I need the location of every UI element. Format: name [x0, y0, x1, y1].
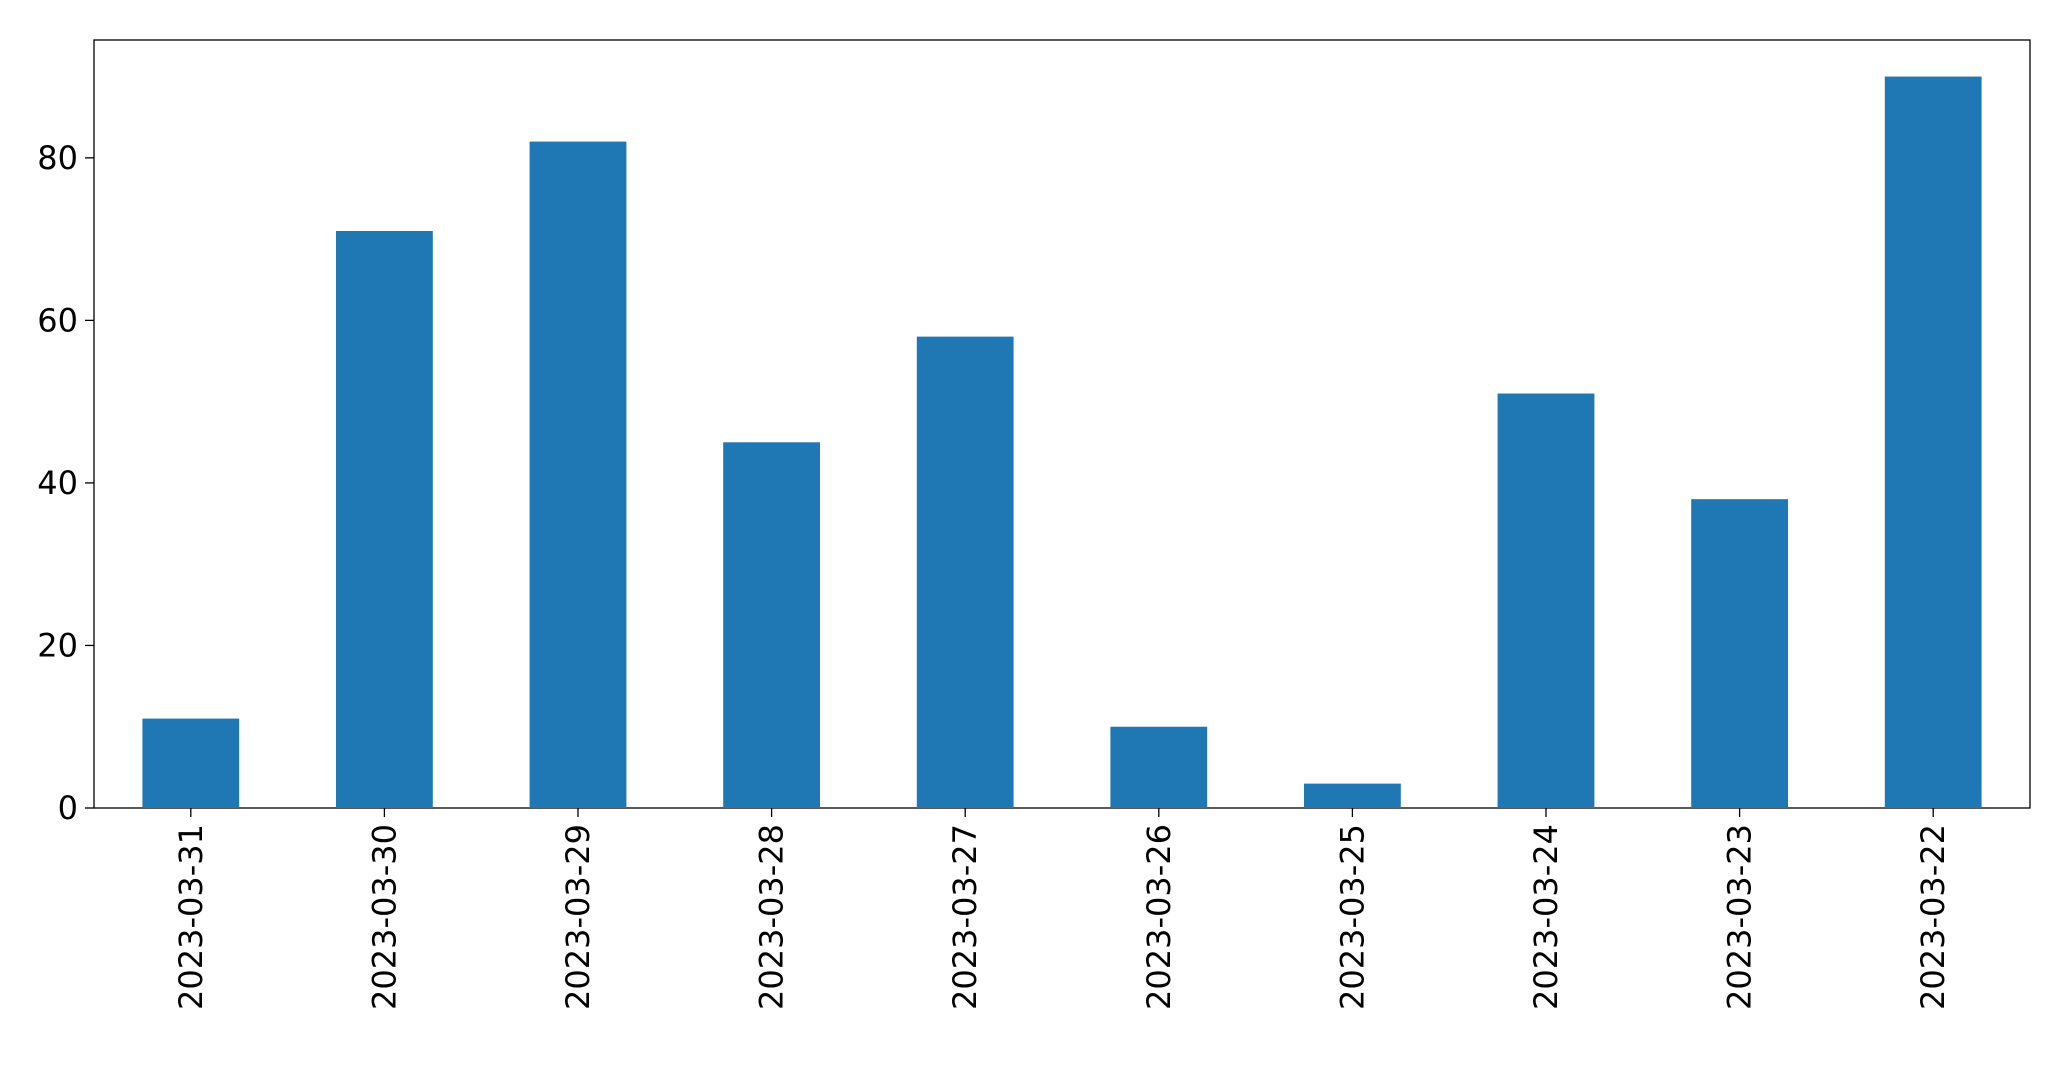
x-tick-label: 2023-03-29	[559, 824, 597, 1010]
bar	[1497, 393, 1595, 808]
x-tick-label: 2023-03-25	[1333, 824, 1371, 1010]
y-tick-label: 60	[37, 301, 78, 339]
y-tick-label: 0	[58, 789, 78, 827]
bar	[1691, 499, 1788, 808]
bar	[142, 718, 240, 808]
y-tick-label: 40	[37, 464, 78, 502]
x-tick-label: 2023-03-23	[1721, 824, 1759, 1010]
bar	[723, 442, 820, 808]
x-tick-label: 2023-03-24	[1527, 824, 1565, 1010]
x-tick-label: 2023-03-26	[1140, 824, 1178, 1010]
x-tick-label: 2023-03-31	[172, 824, 210, 1010]
x-tick-label: 2023-03-22	[1914, 824, 1952, 1010]
bar	[1884, 76, 1982, 809]
x-tick-label: 2023-03-27	[946, 824, 984, 1010]
x-tick-label: 2023-03-28	[753, 824, 791, 1010]
bar	[336, 230, 433, 808]
x-tick-label: 2023-03-30	[365, 824, 403, 1010]
bar	[1110, 726, 1208, 808]
bar	[529, 141, 627, 809]
y-tick-label: 80	[37, 139, 78, 177]
y-tick-label: 20	[37, 626, 78, 664]
bar	[1304, 783, 1401, 808]
bar	[916, 336, 1014, 808]
plot-frame	[93, 39, 2031, 809]
